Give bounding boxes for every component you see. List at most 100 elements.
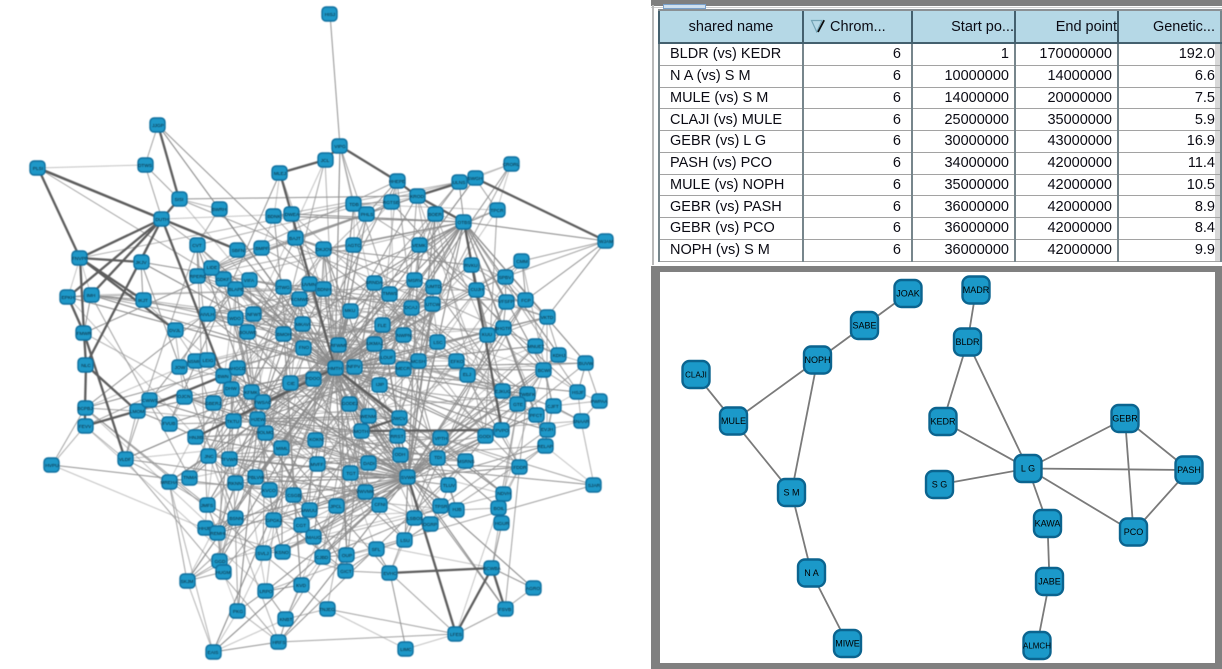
svg-text:FCP: FCP [521, 298, 531, 304]
svg-text:KROD: KROD [410, 194, 424, 200]
svg-text:CJFT: CJFT [547, 404, 559, 410]
svg-text:PBLVW: PBLVW [248, 475, 265, 481]
svg-text:TNJEG: TNJEG [319, 607, 335, 613]
svg-text:GEBR: GEBR [1112, 414, 1138, 424]
svg-text:LOUF: LOUF [381, 355, 394, 361]
svg-text:BHGTP: BHGTP [495, 326, 512, 332]
svg-text:RKNN: RKNN [228, 481, 242, 487]
svg-text:CSGB: CSGB [287, 493, 301, 499]
svg-text:DADI: DADI [363, 461, 374, 467]
svg-text:HNJIB: HNJIB [189, 435, 203, 441]
svg-text:KNBT: KNBT [280, 617, 293, 623]
svg-text:KSNO: KSNO [275, 550, 289, 556]
svg-text:UTCW: UTCW [426, 302, 441, 308]
svg-text:EJKUG: EJKUG [495, 389, 511, 395]
svg-text:BCPBJ: BCPBJ [77, 406, 93, 412]
svg-text:PKG: PKG [233, 609, 243, 615]
svg-text:FLE: FLE [378, 323, 387, 329]
svg-text:KFMK: KFMK [244, 390, 258, 396]
svg-text:SJAR: SJAR [588, 483, 601, 489]
svg-text:DVJL: DVJL [169, 328, 181, 334]
svg-text:KOKN: KOKN [309, 437, 323, 443]
svg-text:L G: L G [1021, 464, 1035, 474]
svg-text:MIWE: MIWE [835, 639, 860, 649]
svg-text:UVMN: UVMN [302, 282, 317, 288]
svg-text:EFKO: EFKO [450, 359, 463, 365]
svg-text:NDVH: NDVH [497, 491, 511, 497]
svg-text:TMWS: TMWS [383, 291, 398, 297]
svg-text:SVLJ: SVLJ [257, 551, 269, 557]
svg-text:PHLS: PHLS [361, 212, 374, 218]
svg-text:BWN: BWN [217, 374, 229, 380]
svg-text:BDNH: BDNH [317, 287, 331, 293]
svg-text:JNC: JNC [204, 454, 214, 460]
svg-text:DWEA: DWEA [285, 212, 300, 218]
svg-text:ELJ: ELJ [463, 372, 472, 378]
svg-text:MADR: MADR [963, 285, 990, 295]
svg-text:VFSFP: VFSFP [498, 299, 513, 305]
svg-text:JTWG: JTWG [276, 285, 290, 291]
svg-text:MKAVI: MKAVI [296, 322, 311, 328]
svg-text:IKJT: IKJT [138, 298, 148, 304]
svg-text:BOUWB: BOUWB [239, 330, 257, 336]
svg-text:NWPN: NWPN [397, 333, 412, 339]
svg-text:BLDR: BLDR [955, 337, 980, 347]
svg-text:OUP: OUP [342, 553, 352, 559]
svg-text:TKTU: TKTU [227, 419, 240, 425]
svg-text:NFWT: NFWT [247, 312, 261, 318]
svg-text:S M: S M [783, 488, 799, 498]
svg-text:KUU: KUU [482, 332, 493, 338]
svg-text:BMOH: BMOH [277, 332, 292, 338]
svg-text:HHEPE: HHEPE [389, 179, 406, 185]
svg-text:RGTSE: RGTSE [383, 200, 400, 206]
svg-text:RFWMF: RFWMF [330, 343, 348, 349]
svg-text:FMWR: FMWR [77, 331, 92, 337]
svg-text:GBERJ: GBERJ [205, 401, 222, 407]
svg-text:VIPG: VIPG [334, 144, 346, 150]
svg-text:TDB: TDB [349, 202, 359, 208]
svg-text:CVT: CVT [192, 243, 202, 249]
svg-text:VEMK: VEMK [412, 243, 426, 249]
svg-text:KVD: KVD [296, 583, 306, 589]
svg-text:RVKU: RVKU [464, 263, 478, 269]
svg-text:REMHI: REMHI [210, 531, 225, 537]
svg-text:CRORL: CRORL [503, 162, 520, 168]
svg-text:BOER: BOER [428, 212, 442, 218]
svg-text:TPCR: TPCR [490, 208, 504, 214]
svg-text:ALMCH: ALMCH [1023, 642, 1051, 651]
svg-text:HOLMO: HOLMO [256, 430, 274, 436]
svg-text:MVFF: MVFF [310, 462, 323, 468]
svg-text:FNO: FNO [299, 345, 309, 351]
svg-text:DTWS: DTWS [138, 163, 152, 169]
svg-text:DCAJ: DCAJ [405, 305, 418, 311]
svg-text:SFL: SFL [372, 547, 381, 553]
svg-text:PCO: PCO [1124, 527, 1144, 537]
svg-text:SNAAR: SNAAR [573, 419, 590, 425]
svg-text:LEIG: LEIG [203, 358, 214, 364]
svg-text:DHW: DHW [225, 386, 237, 392]
svg-text:KEDR: KEDR [930, 417, 956, 427]
svg-text:BCWBA: BCWBA [483, 566, 501, 572]
svg-text:GPGKJ: GPGKJ [266, 518, 283, 524]
svg-text:NFPV: NFPV [348, 364, 362, 370]
svg-text:FDDR: FDDR [513, 465, 527, 471]
svg-text:NSMHH: NSMHH [187, 359, 205, 365]
svg-text:GGD: GGD [215, 559, 226, 565]
svg-text:CWWS: CWWS [142, 398, 158, 404]
svg-text:JOAK: JOAK [896, 289, 920, 299]
svg-text:BLAPE: BLAPE [228, 287, 243, 293]
svg-text:GODI: GODI [479, 434, 491, 440]
svg-text:SABE: SABE [852, 321, 876, 331]
svg-text:EPKH: EPKH [61, 295, 75, 301]
svg-text:LRPO: LRPO [259, 589, 272, 595]
svg-text:OGRP: OGRP [423, 522, 437, 528]
svg-text:HISJ: HISJ [325, 12, 336, 18]
svg-text:LIDE: LIDE [207, 265, 218, 271]
svg-text:BWRH: BWRH [212, 207, 227, 213]
svg-text:LSC: LSC [433, 340, 443, 346]
svg-text:TFVWN: TFVWN [220, 457, 238, 463]
svg-text:TNMA: TNMA [183, 475, 197, 481]
svg-text:OJCN: OJCN [177, 394, 191, 400]
svg-text:AGRO: AGRO [526, 586, 540, 592]
svg-text:CIE: CIE [287, 381, 295, 387]
